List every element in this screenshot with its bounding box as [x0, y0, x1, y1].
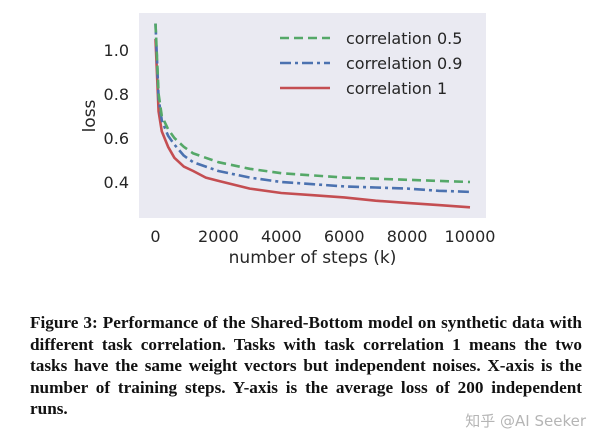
y-tick-label: 0.8 [104, 85, 129, 104]
legend-label: correlation 0.5 [346, 29, 462, 48]
legend: correlation 0.5 correlation 0.9 correlatio… [280, 29, 462, 98]
y-tick-label: 1.0 [104, 41, 129, 60]
x-tick-label: 6000 [324, 227, 365, 246]
legend-label: correlation 0.9 [346, 54, 462, 73]
x-tick-label: 2000 [198, 227, 239, 246]
series-line-correlation-1 [154, 38, 471, 209]
y-tick-label: 0.4 [104, 173, 129, 192]
caption-text: Performance of the Shared-Bottom model o… [30, 313, 582, 418]
figure-caption: Figure 3: Performance of the Shared-Bott… [30, 312, 582, 420]
x-tick-label: 0 [150, 227, 160, 246]
x-tick-label: 4000 [261, 227, 302, 246]
series-line-correlation-0_9 [154, 23, 471, 194]
series-line-correlation-0_5 [154, 23, 471, 184]
caption-label: Figure 3: [30, 313, 98, 332]
watermark: 知乎 @AI Seeker [465, 412, 586, 430]
y-tick-label: 0.6 [104, 129, 129, 148]
x-tick-label: 10000 [445, 227, 496, 246]
legend-label: correlation 1 [346, 79, 447, 98]
chart: 0.4 0.6 0.8 1.0 0 2000 4000 6000 8000 10000 loss… [80, 13, 496, 268]
x-tick-label: 8000 [387, 227, 428, 246]
y-axis-label: loss [80, 99, 100, 132]
x-axis-label: number of steps (k) [229, 248, 397, 268]
